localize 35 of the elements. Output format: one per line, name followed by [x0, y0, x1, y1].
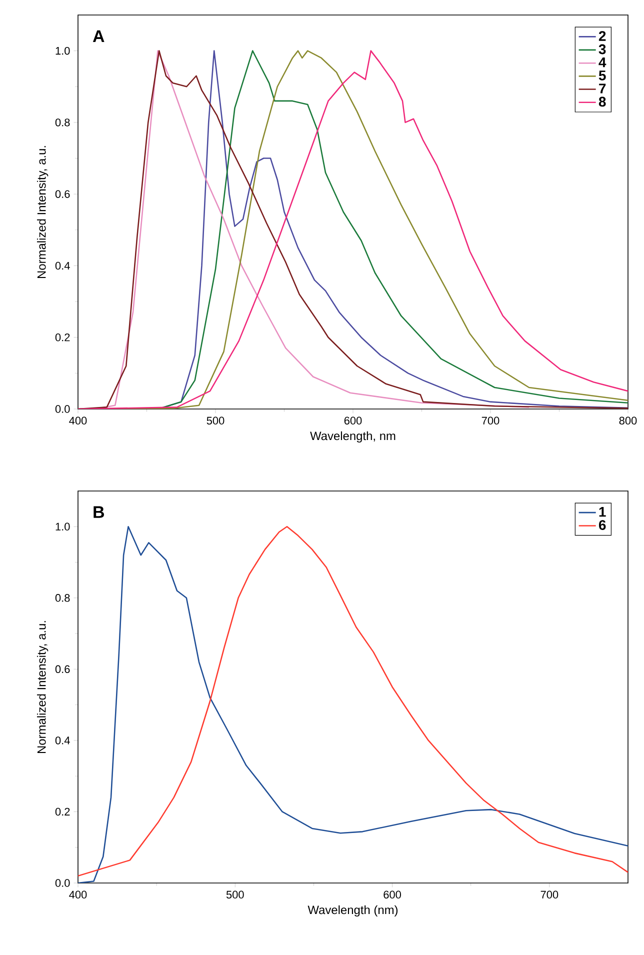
y-tick-label: 0.0 — [55, 405, 70, 413]
x-tick-label: 700 — [482, 416, 500, 425]
y-tick-label: 1.0 — [56, 522, 70, 531]
legend-label: 4 — [598, 58, 606, 68]
legend-label: 2 — [598, 31, 606, 41]
x-tick-label: 500 — [226, 890, 244, 899]
y-tick-label: 0.2 — [55, 333, 70, 342]
y-axis-title: Normalized Intensity, a.u. — [37, 621, 48, 754]
x-tick-label: 800 — [619, 416, 637, 425]
legend-label: 6 — [598, 520, 606, 530]
y-tick-label: 0.2 — [55, 808, 70, 816]
y-tick-label: 0.0 — [55, 879, 70, 887]
x-tick-label: 500 — [206, 416, 224, 425]
legend-label: 5 — [598, 70, 606, 80]
y-tick-label: 0.6 — [55, 190, 70, 198]
x-axis-title: Wavelength, nm — [310, 431, 396, 443]
y-tick-label: 0.6 — [55, 665, 70, 674]
y-tick-label: 0.8 — [55, 118, 70, 126]
y-tick-label: 0.4 — [55, 262, 70, 270]
legend-label: 8 — [598, 96, 606, 107]
legend-label: 3 — [598, 44, 606, 54]
x-axis-title: Wavelength (nm) — [308, 905, 398, 917]
y-tick-label: 0.4 — [55, 736, 70, 744]
text: A — [92, 30, 104, 42]
x-tick-label: 600 — [344, 416, 362, 425]
x-tick-label: 600 — [384, 890, 401, 899]
text: B — [94, 506, 104, 518]
y-tick-label: 1.0 — [56, 46, 70, 55]
y-axis-title: Normalized Intensity, a.u. — [37, 146, 48, 278]
x-tick-label: 400 — [69, 416, 87, 425]
x-tick-label: 700 — [540, 890, 558, 899]
x-tick-label: 400 — [69, 890, 87, 899]
y-tick-label: 0.8 — [55, 594, 70, 602]
legend-label: 7 — [599, 84, 606, 94]
legend-label: 1 — [599, 507, 606, 517]
